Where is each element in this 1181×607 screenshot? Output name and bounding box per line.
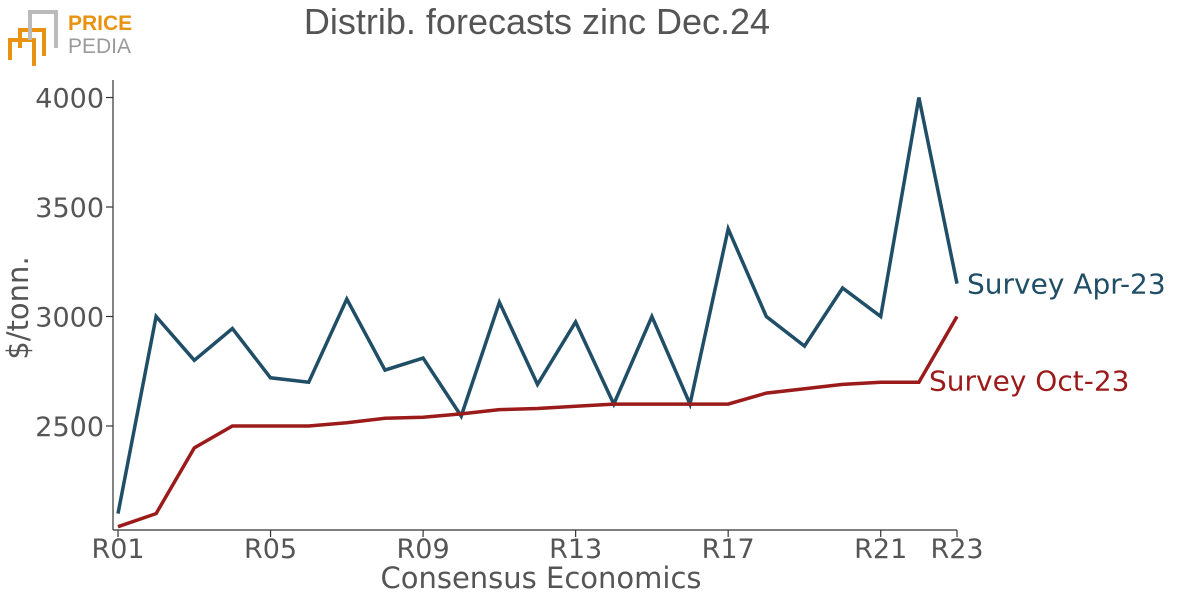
x-tick-label: R13: [549, 534, 602, 565]
logo-text-pedia: PEDIA: [68, 35, 131, 58]
series-line-apr-23: [116, 97, 959, 514]
logo-text-price: PRICE: [68, 12, 132, 35]
x-tick-label: R21: [854, 534, 907, 565]
x-tick-label: R17: [702, 534, 755, 565]
x-tick-label: R23: [930, 534, 983, 565]
y-axis-title: $/tonn.: [1, 256, 35, 359]
y-tick-label: 4000: [35, 84, 104, 115]
series-line-oct-23: [117, 315, 959, 529]
series-label-oct-23: Survey Oct-23: [929, 364, 1129, 397]
y-tick-label: 2500: [35, 412, 104, 443]
series-labels: Survey Apr-23 Survey Oct-23: [929, 268, 1166, 398]
chart-title: Distrib. forecasts zinc Dec.24: [304, 1, 770, 42]
y-tick-label: 3000: [35, 302, 104, 333]
pricepedia-logo-mark: [8, 10, 58, 66]
x-tick-label: R09: [397, 534, 450, 565]
x-tick-label: R05: [244, 534, 297, 565]
x-axis-title: Consensus Economics: [380, 561, 701, 595]
x-tick-label: R01: [91, 534, 144, 565]
x-axis-ticks: R01 R05 R09 R13 R17 R21 R23: [91, 530, 984, 565]
series-lines: [116, 97, 959, 529]
pricepedia-logo: PRICE PEDIA: [8, 10, 132, 66]
series-label-apr-23: Survey Apr-23: [967, 268, 1166, 301]
y-tick-label: 3500: [35, 193, 104, 224]
y-axis-ticks: 2500 3000 3500 4000: [35, 84, 113, 443]
